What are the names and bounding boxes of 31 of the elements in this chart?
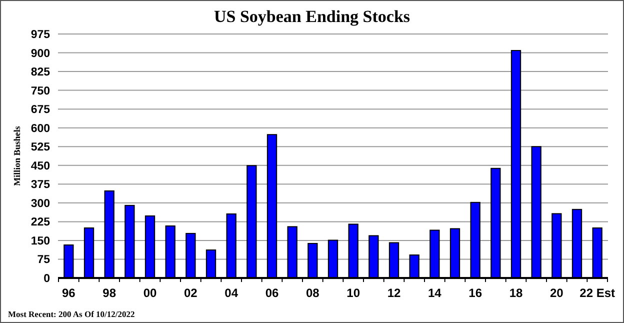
y-tick-label: 375 [30,179,51,192]
y-tick-label: 600 [30,122,50,135]
chart-title: US Soybean Ending Stocks [214,7,410,26]
y-tick-label: 300 [30,198,50,210]
x-tick-label: 12 [387,286,401,300]
y-tick-label: 0 [44,273,50,285]
x-tick-label: 18 [509,286,523,300]
y-tick-label: 150 [30,235,50,248]
y-tick-label: 75 [37,254,51,266]
x-tick-label: 02 [184,286,198,300]
x-tick-label: 10 [346,286,360,300]
y-tick-label: 975 [30,29,51,41]
x-tick-label: 14 [428,286,442,300]
y-tick-label: 450 [30,160,50,172]
y-axis-title: Million Bushels [12,126,22,186]
y-tick-label: 825 [30,66,51,79]
x-tick-label: 22 Est [580,286,616,300]
x-tick-label: 96 [62,286,76,300]
text: Most Recent: 200 As Of 10/12/2022 [8,309,135,319]
x-tick-label: 20 [550,286,564,300]
x-tick-label: 06 [265,286,279,300]
x-tick-label: 98 [102,286,116,300]
x-tick-label: 04 [224,286,238,300]
y-tick-label: 900 [30,48,50,60]
x-tick-label: 00 [143,286,157,300]
y-tick-label: 225 [30,216,51,229]
y-tick-label: 525 [30,142,51,154]
x-tick-label: 08 [306,286,320,300]
y-tick-label: 750 [30,85,50,98]
x-tick-label: 16 [468,286,482,300]
y-tick-label: 675 [30,104,51,116]
